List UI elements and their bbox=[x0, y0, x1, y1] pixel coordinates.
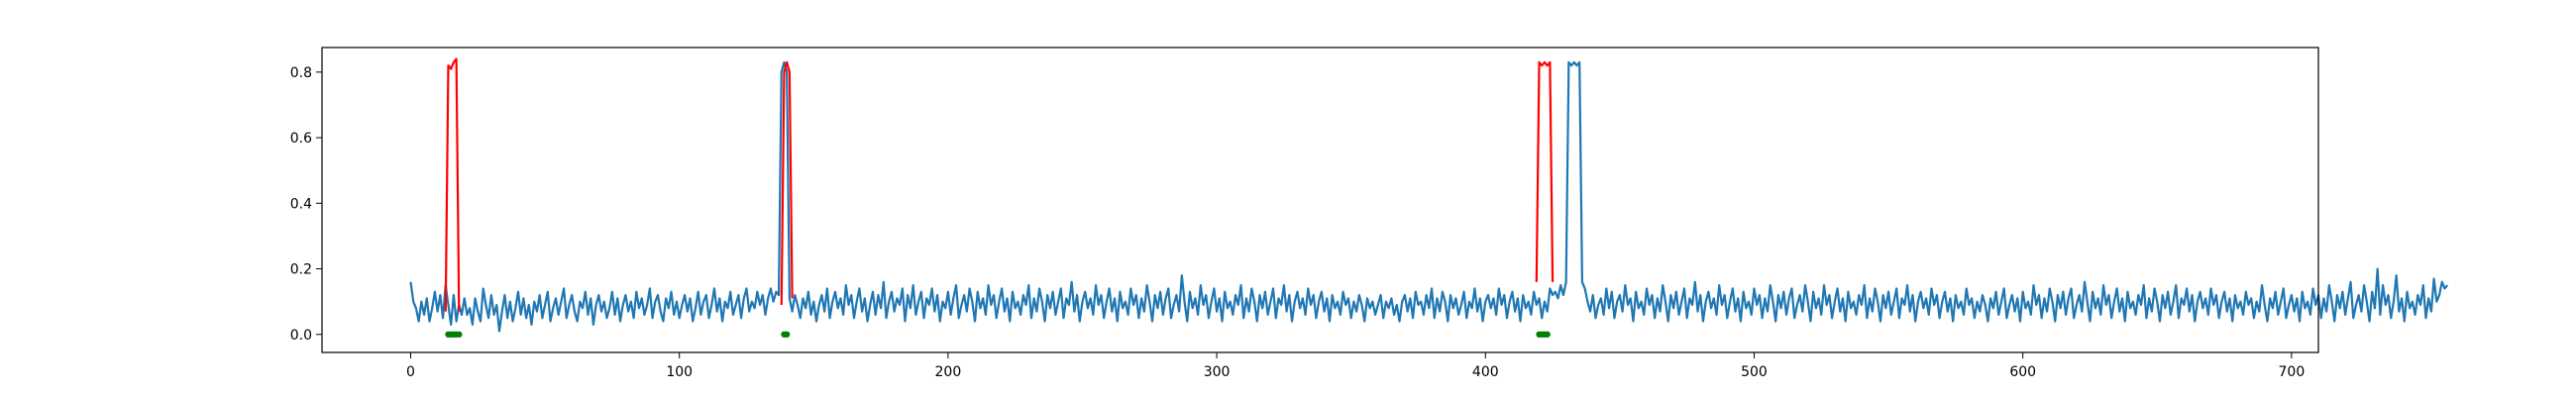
x-tick-label: 700 bbox=[2279, 364, 2306, 380]
y-axis: 0.0 0.2 0.4 0.6 0.8 bbox=[290, 65, 322, 344]
series-4-point bbox=[456, 331, 463, 338]
y-tick-label: 0.8 bbox=[290, 65, 312, 81]
series-3-line bbox=[1535, 60, 1555, 282]
y-tick-label: 0.2 bbox=[290, 262, 312, 278]
x-tick-label: 400 bbox=[1472, 364, 1499, 380]
x-axis: 0 100 200 300 400 500 600 700 bbox=[406, 352, 2305, 380]
plot-area bbox=[409, 57, 2449, 338]
x-tick-label: 600 bbox=[2009, 364, 2036, 380]
series-1-line bbox=[444, 57, 461, 312]
x-tick-label: 300 bbox=[1204, 364, 1231, 380]
y-tick-label: 0.6 bbox=[290, 131, 312, 147]
x-tick-label: 200 bbox=[935, 364, 962, 380]
x-tick-label: 100 bbox=[666, 364, 693, 380]
series-2-line bbox=[780, 60, 794, 305]
x-tick-label: 0 bbox=[406, 364, 415, 380]
series-0-line bbox=[409, 60, 2449, 333]
x-tick-label: 500 bbox=[1741, 364, 1768, 380]
series-4-point bbox=[1544, 331, 1551, 338]
y-tick-label: 0.4 bbox=[290, 196, 312, 212]
y-tick-label: 0.0 bbox=[290, 328, 312, 344]
series-4-point bbox=[783, 331, 791, 338]
axes-frame bbox=[321, 47, 2319, 353]
